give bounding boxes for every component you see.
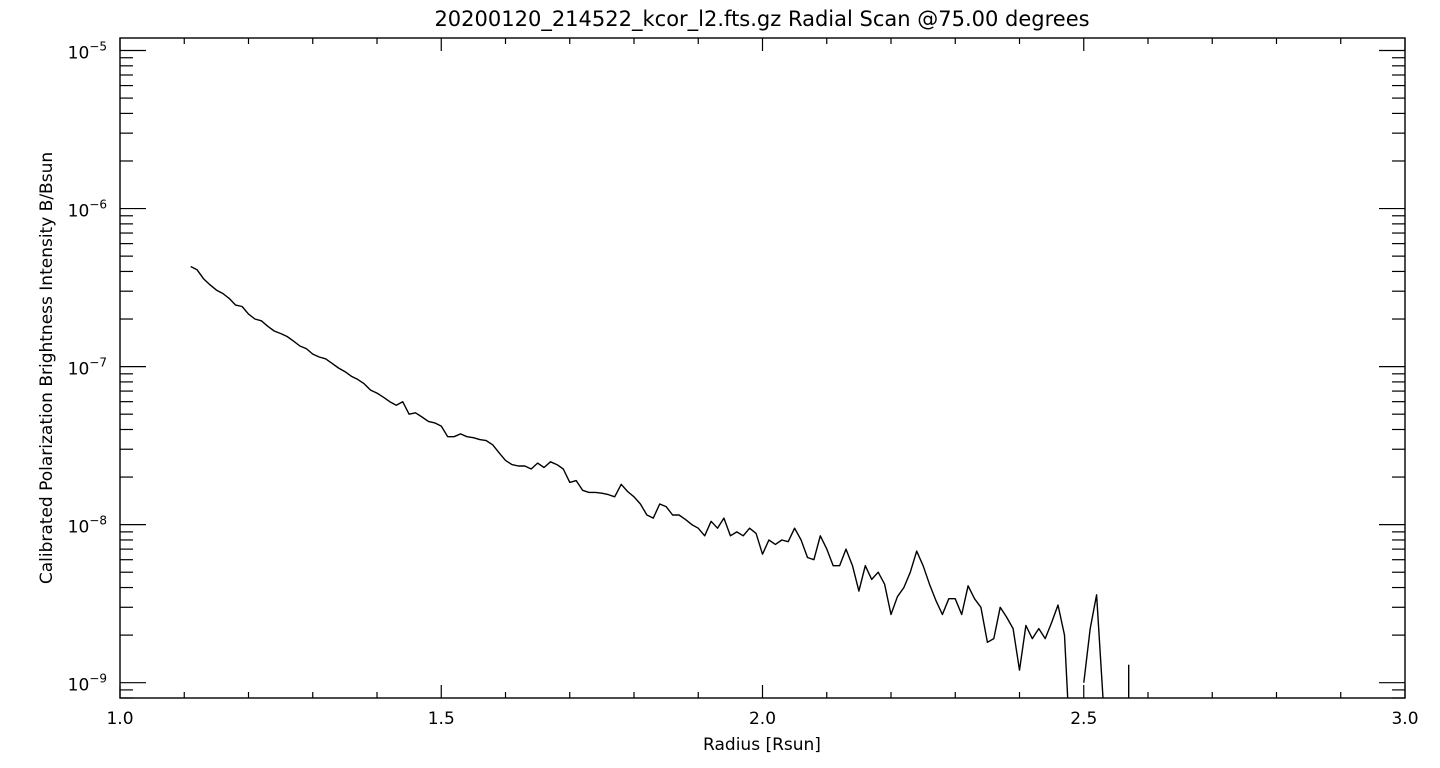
y-tick-label: 10−6 xyxy=(68,198,107,222)
y-tick-label-exponent: −9 xyxy=(89,672,107,686)
chart-title: 20200120_214522_kcor_l2.fts.gz Radial Sc… xyxy=(434,7,1089,32)
intensity-series xyxy=(190,265,1130,699)
y-axis-tick-labels: 10−910−810−710−610−5 xyxy=(68,40,107,696)
y-tick-label: 10−9 xyxy=(68,672,107,696)
plot-frame xyxy=(119,37,1406,699)
series-line-segment xyxy=(1083,594,1104,699)
y-tick-label-base: 10 xyxy=(68,202,90,222)
y-tick-label-exponent: −6 xyxy=(89,198,107,212)
y-tick-label-base: 10 xyxy=(68,360,90,380)
y-axis-label: Calibrated Polarization Brightness Inten… xyxy=(37,152,57,584)
x-tick-label: 2.0 xyxy=(749,709,776,729)
y-tick-label-exponent: −8 xyxy=(89,514,107,528)
series-line-segment xyxy=(190,265,1069,699)
y-axis-ticks xyxy=(120,49,1405,699)
y-tick-label: 10−8 xyxy=(68,514,107,538)
y-tick-label: 10−5 xyxy=(68,40,107,64)
x-tick-label: 3.0 xyxy=(1391,709,1418,729)
y-tick-label-exponent: −7 xyxy=(89,356,107,370)
x-axis-ticks xyxy=(119,38,1406,698)
x-axis-tick-labels: 1.0 1.5 2.0 2.5 3.0 xyxy=(106,709,1418,729)
y-tick-label-base: 10 xyxy=(68,518,90,538)
x-tick-label: 2.5 xyxy=(1070,709,1097,729)
y-tick-label: 10−7 xyxy=(68,356,107,380)
x-tick-label: 1.0 xyxy=(106,709,133,729)
y-tick-label-exponent: −5 xyxy=(89,40,107,54)
y-tick-label-base: 10 xyxy=(68,676,90,696)
x-axis-label: Radius [Rsun] xyxy=(703,735,821,755)
y-tick-label-base: 10 xyxy=(68,44,90,64)
x-tick-label: 1.5 xyxy=(428,709,455,729)
